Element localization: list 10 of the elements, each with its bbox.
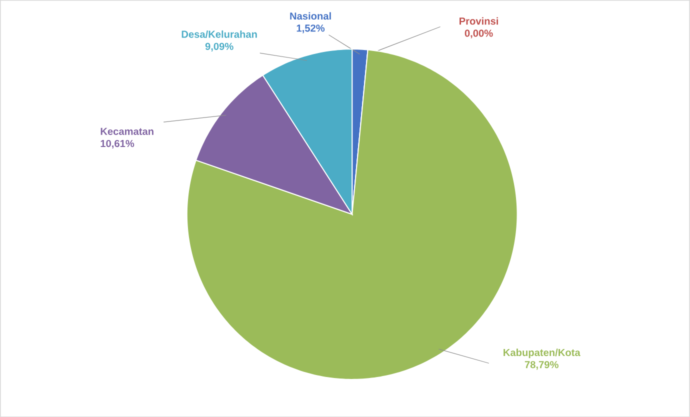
slice-label: Kabupaten/Kota — [504, 348, 580, 358]
data-label: 1,52% — [296, 24, 325, 34]
data-label: 78,79% — [524, 360, 558, 370]
slice-label: Desa/Kelurahan — [182, 30, 257, 38]
data-label: 9,09% — [205, 42, 234, 52]
text: 0,00% — [464, 29, 493, 38]
category-label: Provinsi — [460, 17, 498, 25]
slice-label: Kecamatan — [100, 128, 154, 135]
data-label: 10,61% — [100, 140, 134, 148]
slice-label: Nasional — [290, 12, 331, 20]
